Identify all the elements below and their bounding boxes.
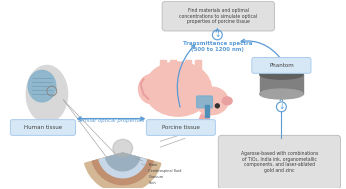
Bar: [160, 60, 166, 71]
Ellipse shape: [28, 70, 56, 102]
FancyBboxPatch shape: [252, 58, 311, 73]
Bar: [185, 60, 191, 71]
Ellipse shape: [26, 65, 67, 123]
Text: Cerebrospinal fluid: Cerebrospinal fluid: [141, 164, 182, 173]
FancyBboxPatch shape: [197, 96, 212, 108]
FancyBboxPatch shape: [218, 135, 340, 189]
Bar: [204, 105, 209, 117]
Circle shape: [215, 104, 219, 108]
Text: Find materials and optimal
concentrations to simulate optical
properties of porc: Find materials and optimal concentration…: [179, 8, 257, 24]
Ellipse shape: [195, 87, 228, 115]
Bar: [170, 60, 176, 71]
Wedge shape: [92, 153, 153, 185]
Text: Cranium: Cranium: [144, 169, 164, 179]
Ellipse shape: [260, 69, 303, 79]
Text: ↓: ↓: [278, 102, 284, 111]
Bar: [195, 60, 201, 71]
Ellipse shape: [138, 74, 166, 104]
Text: Skin: Skin: [148, 175, 156, 185]
Ellipse shape: [222, 97, 232, 105]
FancyBboxPatch shape: [146, 120, 215, 135]
FancyBboxPatch shape: [53, 89, 63, 101]
Bar: [260, 74, 303, 94]
FancyBboxPatch shape: [162, 1, 274, 31]
Text: Brain: Brain: [135, 158, 158, 167]
Wedge shape: [85, 153, 161, 189]
Text: Porcine tissue: Porcine tissue: [162, 125, 200, 130]
Text: Agarose-based with combinations
of TiO₂, India ink, organometallic
components, a: Agarose-based with combinations of TiO₂,…: [241, 151, 318, 173]
Text: Human tissue: Human tissue: [24, 125, 62, 130]
Text: Phantom: Phantom: [269, 63, 294, 68]
Wedge shape: [106, 153, 140, 171]
Text: Similar optical properties: Similar optical properties: [78, 118, 144, 123]
Text: ↓: ↓: [214, 30, 220, 39]
Polygon shape: [195, 114, 209, 129]
Text: Transmittance spectra
(500 to 1200 nm): Transmittance spectra (500 to 1200 nm): [183, 41, 252, 52]
Ellipse shape: [113, 139, 133, 157]
Wedge shape: [99, 153, 147, 178]
Ellipse shape: [144, 62, 211, 116]
Bar: [41, 113, 53, 123]
Ellipse shape: [260, 89, 303, 99]
FancyBboxPatch shape: [10, 120, 75, 135]
